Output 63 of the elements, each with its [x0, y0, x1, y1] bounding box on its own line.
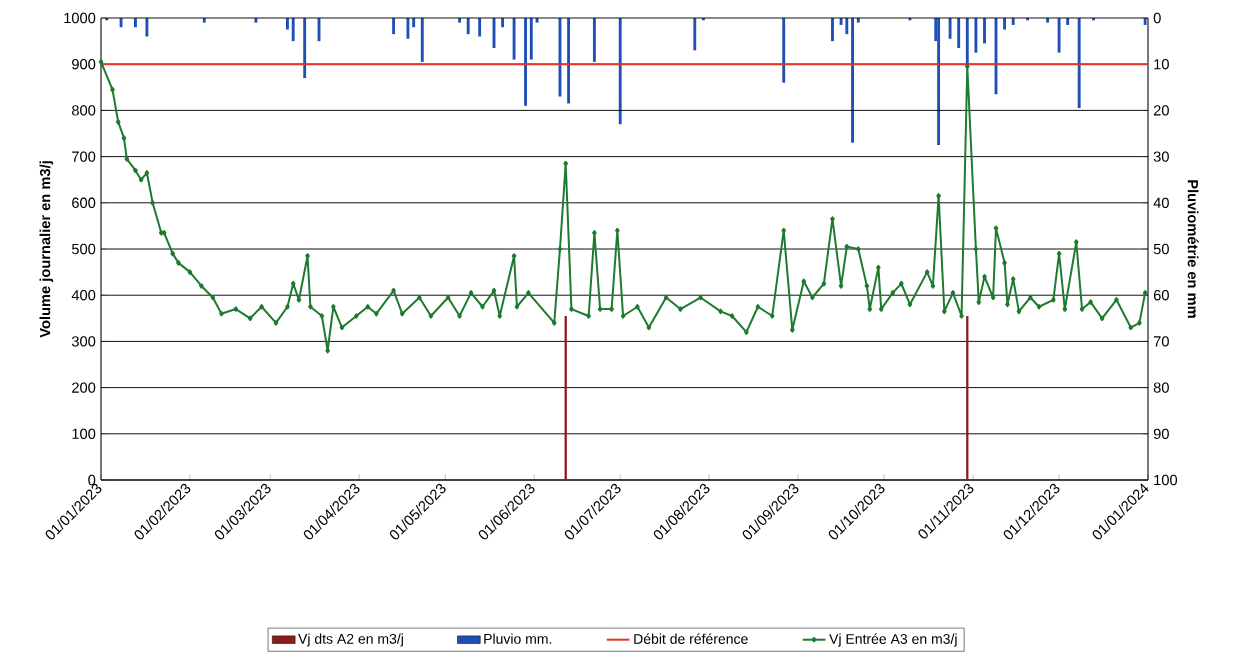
bar [254, 18, 258, 23]
y2-tick-label: 60 [1153, 290, 1169, 301]
bar [478, 18, 482, 37]
y2-tick-label: 80 [1153, 382, 1169, 393]
y2-tick-label: 0 [1153, 12, 1161, 24]
y2-tick-label: 70 [1153, 336, 1169, 347]
bar [1066, 18, 1070, 25]
bar [567, 18, 571, 104]
y2-tick-label: 30 [1153, 151, 1169, 162]
bar [592, 18, 596, 62]
y-tick-label: 400 [71, 290, 96, 301]
bar [831, 18, 834, 42]
y2-tick-label: 40 [1153, 197, 1169, 208]
bar [693, 18, 697, 51]
bar [291, 18, 295, 42]
y2-tick-label: 90 [1153, 428, 1169, 439]
bar [1077, 18, 1081, 109]
y-tick-label: 800 [72, 105, 96, 116]
bar [202, 18, 206, 23]
legend-label: Débit de référence [634, 633, 748, 644]
bar [948, 18, 952, 39]
bar [392, 18, 396, 35]
bar [856, 18, 860, 23]
bar [529, 18, 533, 60]
y-axis-title: Volume journalier en m3/j [39, 161, 54, 338]
y2-tick-label: 10 [1154, 59, 1169, 70]
y-tick-label: 700 [72, 151, 96, 162]
bar [845, 18, 849, 35]
bar [286, 18, 289, 30]
bar [145, 18, 149, 37]
y2-axis-title: Pluviométrie en mm [1187, 180, 1199, 318]
bar [512, 18, 516, 60]
bar [957, 18, 961, 49]
y-tick-label: 600 [72, 197, 96, 208]
y-tick-label: 500 [71, 243, 96, 255]
bar [303, 18, 307, 79]
bar [524, 18, 527, 106]
bar [1003, 18, 1007, 30]
bar [1143, 18, 1147, 25]
bar [851, 18, 854, 143]
bar [1057, 18, 1061, 53]
bar [782, 18, 786, 83]
bar [466, 18, 470, 35]
y-tick-label: 100 [72, 428, 96, 439]
bar [420, 18, 424, 62]
bar [618, 18, 622, 125]
y-tick-label: 900 [72, 59, 96, 70]
bar [974, 18, 978, 53]
y2-tick-label: 50 [1153, 243, 1169, 255]
legend-label: Vj dts A2 en m3/j [298, 633, 403, 647]
bar [983, 18, 986, 44]
bar [937, 18, 941, 146]
y-tick-label: 1000 [64, 12, 96, 24]
legend-label: Vj Entrée A3 en m3/j [829, 633, 957, 647]
bar [1011, 18, 1015, 25]
y-tick-label: 300 [71, 336, 96, 347]
y2-tick-label: 100 [1154, 474, 1178, 486]
legend-label: Pluvio mm. [484, 633, 552, 644]
bar [458, 18, 461, 23]
bar [1046, 18, 1050, 23]
y2-tick-label: 20 [1153, 105, 1169, 116]
y-tick-label: 200 [72, 382, 96, 393]
bar [839, 18, 843, 25]
